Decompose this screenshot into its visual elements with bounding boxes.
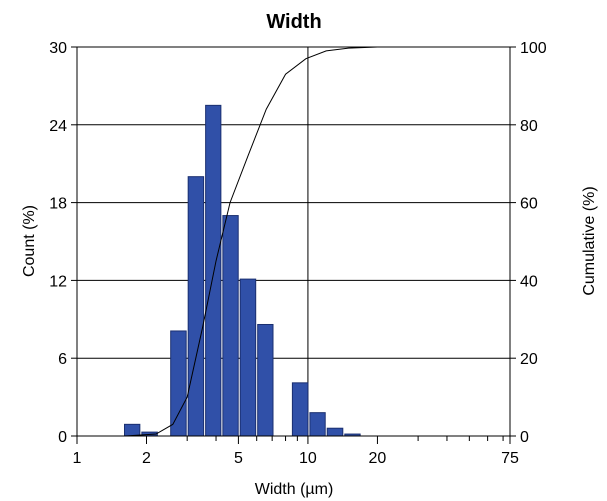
- y2-tick-label: 100: [520, 40, 547, 57]
- y-axis-label: Count (%): [21, 205, 38, 277]
- x-tick-label: 1: [73, 450, 82, 467]
- x-tick-label: 2: [142, 450, 151, 467]
- bar: [222, 215, 239, 437]
- cumulative-line: [124, 46, 510, 437]
- y2-tick-label: 0: [520, 429, 529, 446]
- axes: [71, 46, 516, 444]
- chart-title: Width: [266, 11, 321, 33]
- y-tick-label: 12: [49, 273, 67, 290]
- y-tick-label: 18: [49, 196, 67, 213]
- bar: [291, 382, 309, 437]
- bar: [205, 104, 222, 437]
- y2-tick-label: 80: [520, 118, 538, 135]
- bar: [257, 323, 274, 437]
- y2-tick-label: 40: [520, 273, 538, 290]
- y-tick-label: 30: [49, 40, 67, 57]
- bar: [239, 278, 257, 437]
- grid-lines: [77, 47, 510, 436]
- x-tick-label: 5: [234, 450, 243, 467]
- y2-tick-label: 60: [520, 196, 538, 213]
- y-tick-label: 0: [58, 429, 67, 446]
- cumulative-curve: [124, 46, 510, 437]
- x-tick-label: 10: [299, 450, 317, 467]
- bar: [170, 330, 187, 437]
- bar: [309, 412, 326, 437]
- x-axis-label: Width (µm): [255, 481, 334, 498]
- bar: [187, 176, 205, 437]
- y-tick-label: 24: [49, 118, 67, 135]
- y2-tick-label: 20: [520, 351, 538, 368]
- x-tick-label: 20: [369, 450, 387, 467]
- bar: [326, 427, 344, 437]
- y2-axis-label: Cumulative (%): [581, 186, 598, 295]
- bar: [124, 423, 141, 437]
- x-tick-label: 75: [501, 450, 519, 467]
- bars: [124, 104, 361, 437]
- y-tick-label: 6: [58, 351, 67, 368]
